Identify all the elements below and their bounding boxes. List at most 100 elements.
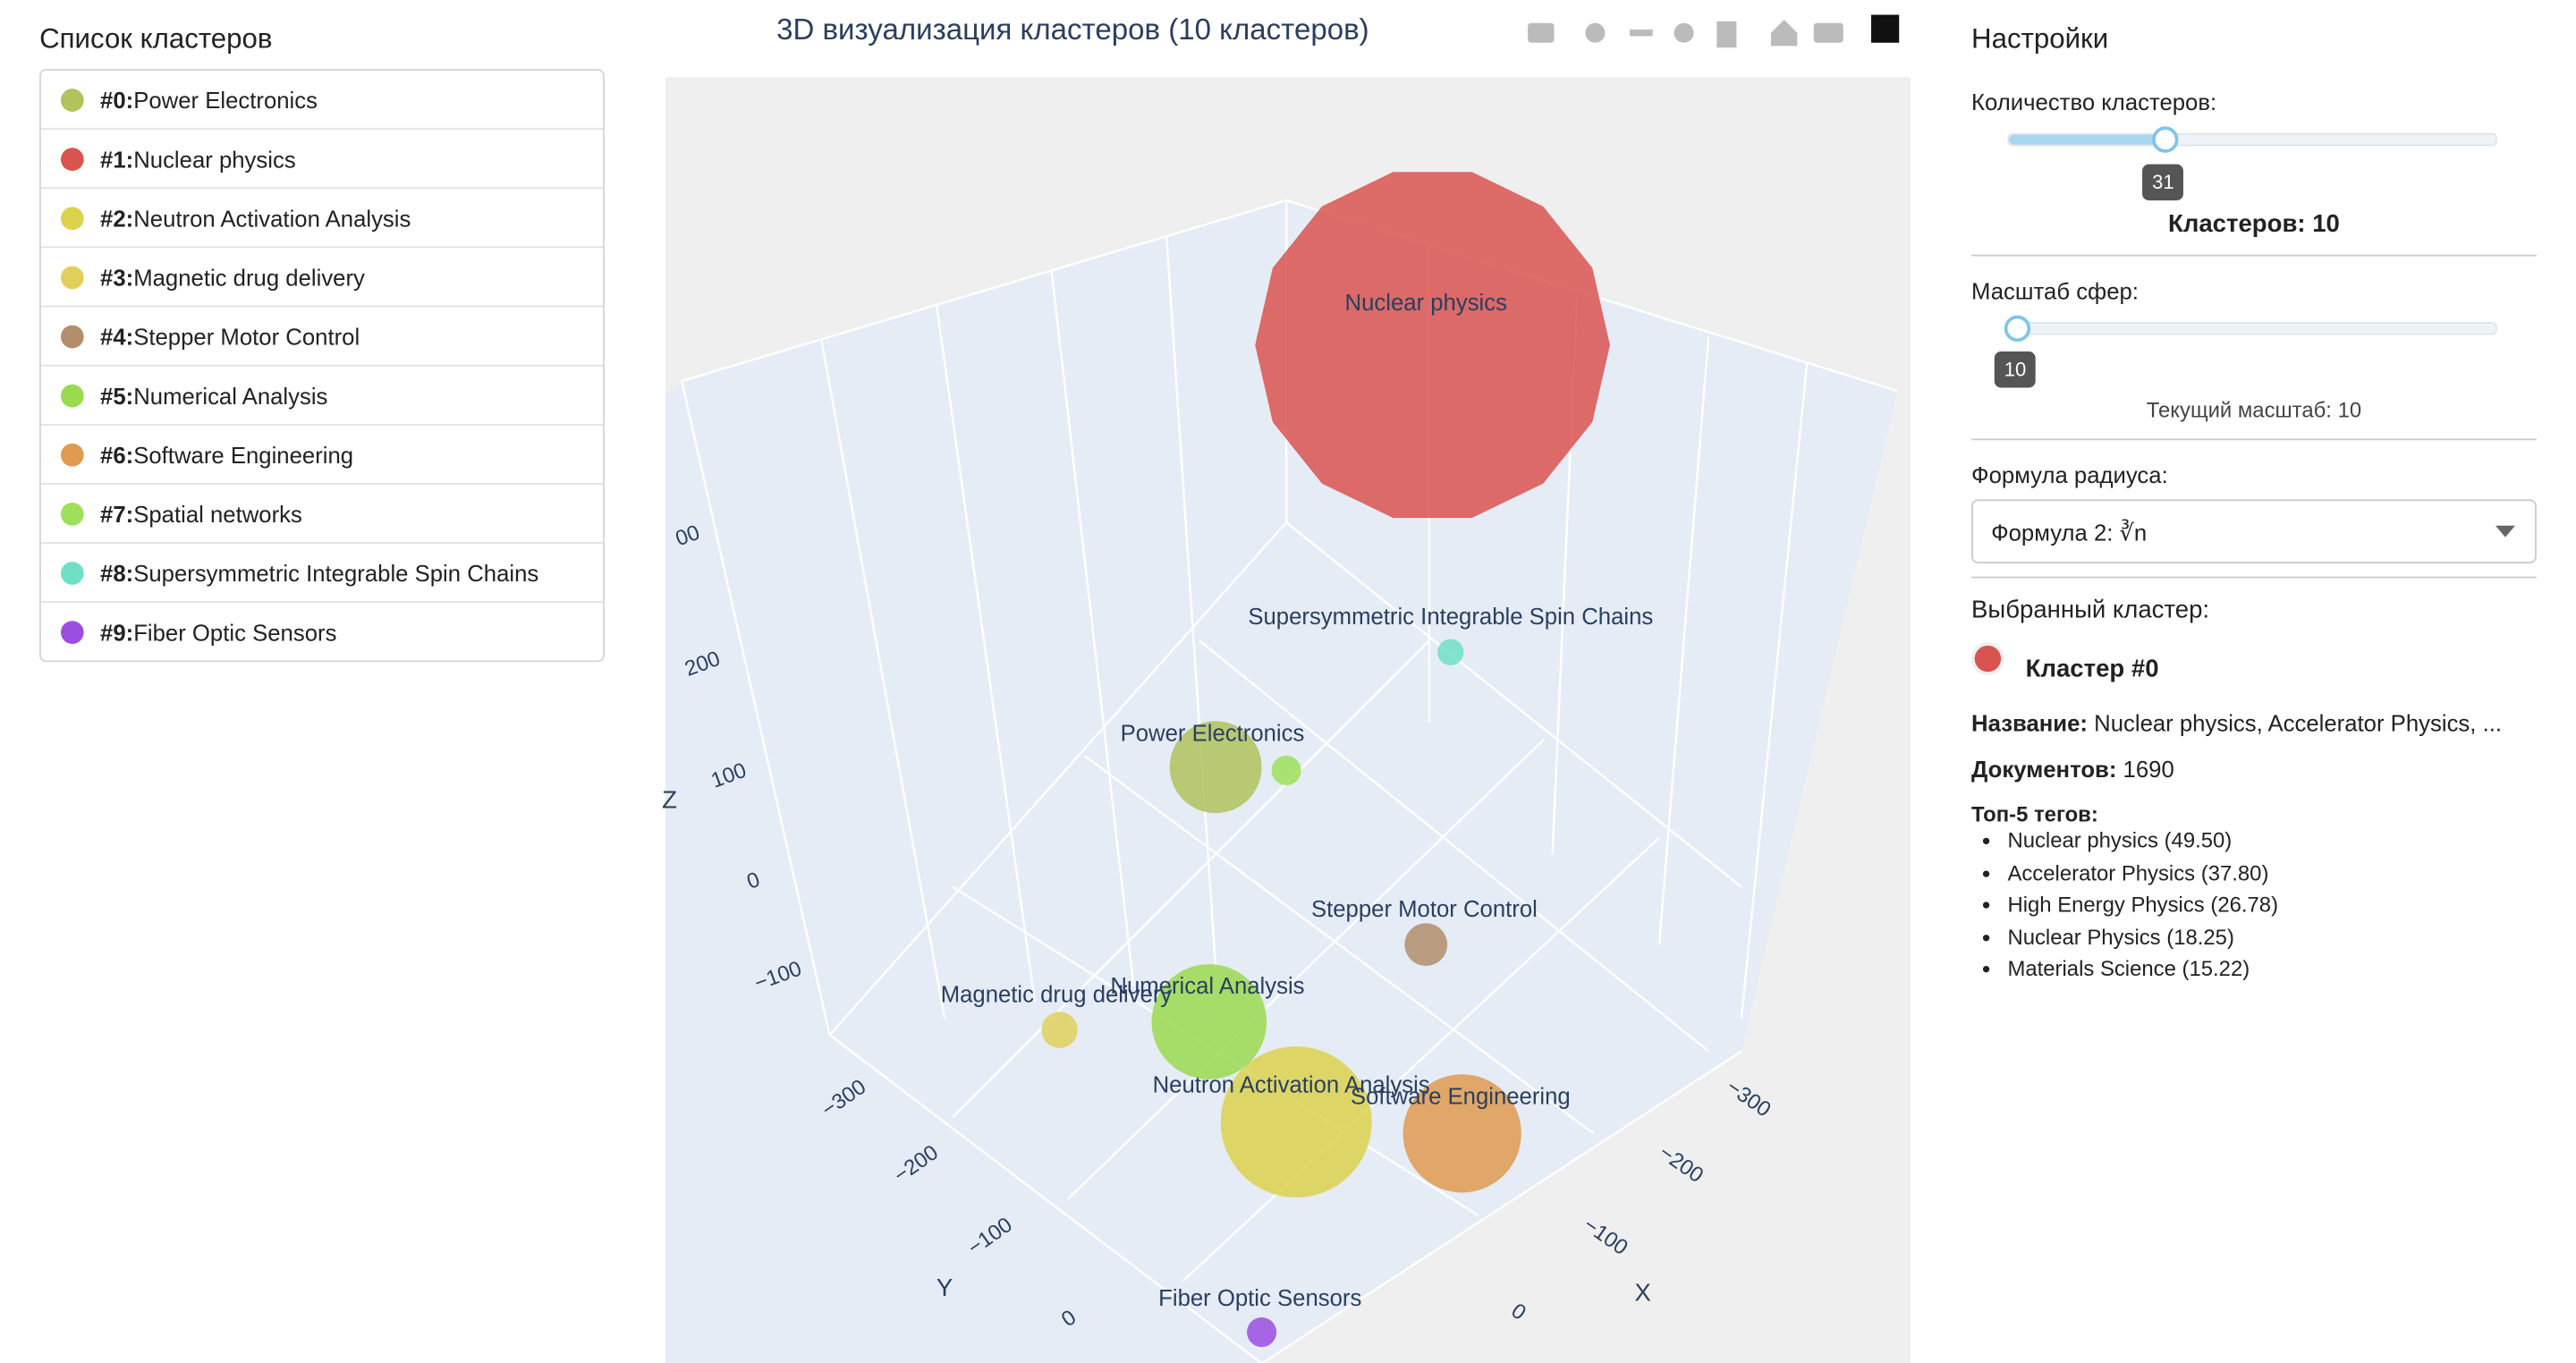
divider	[1971, 254, 2537, 257]
cluster-dot	[60, 442, 84, 466]
divider	[1971, 576, 2537, 579]
cluster-dot	[60, 206, 84, 230]
cluster-sphere	[1271, 755, 1301, 785]
cluster-name: Numerical Analysis	[133, 382, 328, 409]
name-value: Nuclear physics, Accelerator Physics, ..…	[2094, 709, 2503, 736]
cluster-sphere	[1041, 1012, 1078, 1048]
tool-orbit[interactable]	[1674, 22, 1694, 43]
point-label: Fiber Optic Sensors	[1158, 1286, 1361, 1311]
tool-zoom[interactable]	[1585, 22, 1606, 43]
tool-camera[interactable]	[1528, 22, 1555, 43]
cluster-row[interactable]: #1: Nuclear physics	[40, 130, 604, 190]
cluster-row[interactable]: #5: Numerical Analysis	[40, 367, 604, 426]
cluster-name: Magnetic drug delivery	[133, 263, 365, 291]
formula-label: Формула радиуса:	[1971, 461, 2168, 488]
cluster-dot	[60, 265, 84, 289]
tag-item: Nuclear physics (49.50)	[2007, 825, 2278, 857]
selected-dot	[1971, 642, 2004, 675]
docs-key: Документов:	[1971, 755, 2117, 783]
settings-title: Настройки	[1971, 22, 2109, 55]
cluster-dot	[60, 147, 84, 171]
plot: 3D визуализация кластеров (10 кластеров)…	[662, 13, 1911, 1363]
scale-slider[interactable]	[2007, 321, 2497, 335]
cluster-row[interactable]: #7: Spatial networks	[40, 485, 604, 544]
cluster-name: Neutron Activation Analysis	[133, 204, 411, 232]
cluster-id: #5:	[100, 382, 134, 409]
formula-select[interactable]: Формула 2: ∛n	[1971, 499, 2537, 563]
cluster-dot	[60, 561, 84, 584]
point-label: Stepper Motor Control	[1311, 897, 1538, 922]
count-slider[interactable]	[2007, 132, 2497, 147]
cluster-name: Supersymmetric Integrable Spin Chains	[133, 559, 539, 586]
dropdown-arrow	[2495, 525, 2515, 538]
cluster-row[interactable]: #0: Power Electronics	[40, 71, 604, 131]
cluster-dot	[60, 502, 84, 525]
cluster-sphere	[1220, 1046, 1372, 1198]
cluster-dot	[60, 88, 84, 111]
cluster-row[interactable]: #3: Magnetic drug delivery	[40, 248, 604, 308]
count-tooltip: 31	[2142, 164, 2184, 201]
cluster-list: #0: Power Electronics #1: Nuclear physics #2…	[39, 69, 605, 663]
tag-item: Nuclear Physics (18.25)	[2007, 921, 2278, 953]
selected-label: Выбранный кластер:	[1971, 596, 2210, 624]
point-label: Neutron Activation Analysis	[1153, 1072, 1430, 1097]
plot-title: 3D визуализация кластеров (10 кластеров)	[776, 13, 1369, 47]
axis-title-x: X	[1635, 1279, 1651, 1307]
list-title: Список кластеров	[39, 22, 273, 55]
tool-home[interactable]	[1770, 20, 1798, 47]
tag-item: High Energy Physics (26.78)	[2007, 889, 2278, 921]
point-label: Software Engineering	[1351, 1084, 1571, 1109]
cluster-sphere	[1402, 1074, 1521, 1193]
selected-name: Кластер #0	[2025, 655, 2159, 684]
cluster-dot	[60, 324, 84, 348]
cluster-id: #7:	[100, 500, 134, 527]
cluster-row[interactable]: #2: Neutron Activation Analysis	[40, 189, 604, 249]
docs-row: Документов: 1690	[1971, 756, 2174, 782]
cluster-row[interactable]: #6: Software Engineering	[40, 426, 604, 485]
cluster-dot	[60, 383, 84, 407]
scale-text: Текущий масштаб: 10	[2146, 397, 2362, 423]
cluster-id: #4:	[100, 322, 134, 350]
scale-tooltip: 10	[1994, 351, 2037, 388]
cluster-id: #1:	[100, 145, 134, 172]
cluster-name: Spatial networks	[133, 500, 302, 527]
tool-turntable[interactable]	[1716, 21, 1737, 48]
cluster-row[interactable]: #9: Fiber Optic Sensors	[41, 603, 603, 660]
point-label: Magnetic drug delivery	[941, 982, 1173, 1007]
cluster-row[interactable]: #8: Supersymmetric Integrable Spin Chains	[40, 544, 604, 604]
cluster-id: #2:	[100, 204, 134, 232]
cluster-row[interactable]: #4: Stepper Motor Control	[40, 307, 604, 367]
cluster-dot	[60, 620, 84, 644]
tool-pan[interactable]	[1630, 30, 1653, 37]
tags-title: Топ-5 тегов:	[1971, 801, 2098, 826]
scale-handle[interactable]	[2004, 315, 2031, 343]
formula-value: Формула 2: ∛n	[1991, 519, 2148, 546]
count-handle[interactable]	[2152, 126, 2179, 153]
count-text: Кластеров: 10	[2168, 210, 2340, 239]
cluster-id: #6:	[100, 441, 134, 468]
point-label: Numerical Analysis	[1110, 974, 1304, 999]
cluster-name: Fiber Optic Sensors	[133, 618, 337, 645]
tag-item: Accelerator Physics (37.80)	[2007, 857, 2278, 889]
count-label: Количество кластеров:	[1971, 89, 2217, 115]
tag-item: Materials Science (15.22)	[2007, 953, 2278, 986]
point-label: Nuclear physics	[1345, 291, 1507, 316]
cluster-id: #3:	[100, 263, 134, 291]
point-label: Supersymmetric Integrable Spin Chains	[1248, 605, 1653, 630]
divider	[1971, 438, 2537, 441]
tool-plotly[interactable]	[1871, 14, 1900, 43]
axis-title-z: Z	[662, 786, 677, 814]
cluster-sphere	[1437, 639, 1464, 665]
name-row: Название: Nuclear physics, Accelerator P…	[1971, 709, 2502, 735]
tool-video[interactable]	[1813, 22, 1843, 43]
tags-list: Nuclear physics (49.50)Accelerator Physi…	[1971, 825, 2278, 986]
point-label: Power Electronics	[1121, 721, 1305, 746]
cluster-name: Stepper Motor Control	[133, 322, 360, 350]
cluster-sphere	[1169, 721, 1262, 814]
cluster-id: #0:	[100, 86, 134, 113]
cluster-sphere	[1151, 964, 1267, 1079]
axis-title-y: Y	[936, 1274, 953, 1301]
